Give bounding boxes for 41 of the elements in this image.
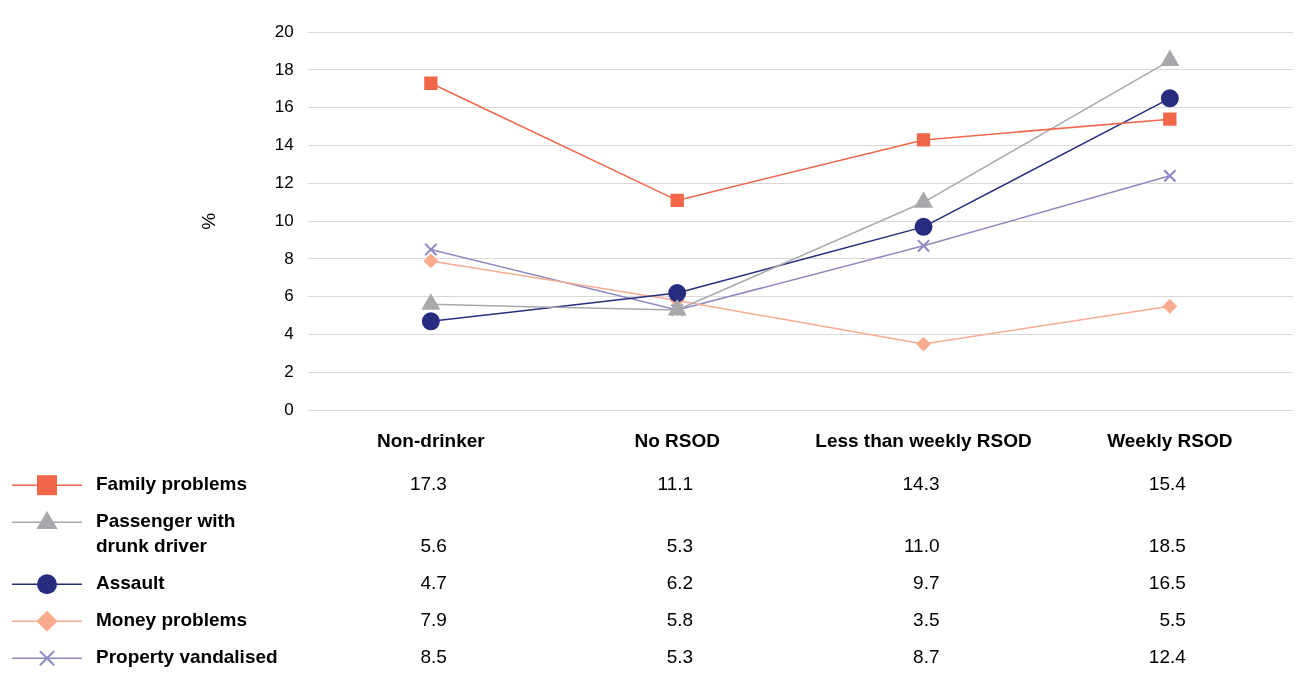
data-label: 7.9 <box>420 609 447 631</box>
data-label: 9.7 <box>913 572 940 594</box>
y-tick-label: 0 <box>284 399 294 419</box>
x-tick-label: Weekly RSOD <box>1107 429 1233 451</box>
y-tick-label: 8 <box>284 248 294 268</box>
data-label: 16.5 <box>1148 572 1186 594</box>
data-label: 5.6 <box>420 535 447 557</box>
y-axis-title: % <box>197 212 219 230</box>
y-tick-label: 16 <box>274 97 294 117</box>
y-tick-label: 20 <box>274 21 294 41</box>
data-label: 6.2 <box>666 572 694 594</box>
legend-label: Passenger with drunk driver <box>96 510 236 557</box>
data-label: 5.3 <box>666 646 694 668</box>
legend-label: Assault <box>96 572 166 594</box>
data-label: 12.4 <box>1148 646 1187 668</box>
data-label: 11.1 <box>657 473 694 495</box>
x-tick-label: Non-drinker <box>377 429 486 451</box>
data-label: 8.7 <box>913 646 940 668</box>
y-tick-label: 12 <box>274 173 294 193</box>
data-label: 15.4 <box>1148 473 1187 495</box>
data-label: 5.8 <box>666 609 694 631</box>
data-label: 14.3 <box>902 473 940 495</box>
y-tick-label: 14 <box>274 135 294 155</box>
data-label: 18.5 <box>1148 535 1186 557</box>
legend-label: Money problems <box>96 609 247 631</box>
data-label: 8.5 <box>420 646 447 668</box>
x-tick-label: Less than weekly RSOD <box>815 429 1032 451</box>
data-label: 5.5 <box>1159 609 1186 631</box>
data-label: 3.5 <box>913 609 940 631</box>
x-tick-label: No RSOD <box>634 429 720 451</box>
y-tick-label: 10 <box>274 210 294 230</box>
y-tick-label: 6 <box>284 286 294 306</box>
data-label: 17.3 <box>409 473 447 495</box>
y-tick-label: 4 <box>284 324 294 344</box>
data-label: 5.3 <box>666 535 694 557</box>
y-tick-label: 18 <box>274 59 294 79</box>
data-label: 11.0 <box>903 535 940 557</box>
legend-label: Property vandalised <box>96 646 278 668</box>
data-label: 4.7 <box>420 572 447 594</box>
legend-label: Family problems <box>96 473 247 495</box>
y-tick-label: 2 <box>284 362 294 382</box>
